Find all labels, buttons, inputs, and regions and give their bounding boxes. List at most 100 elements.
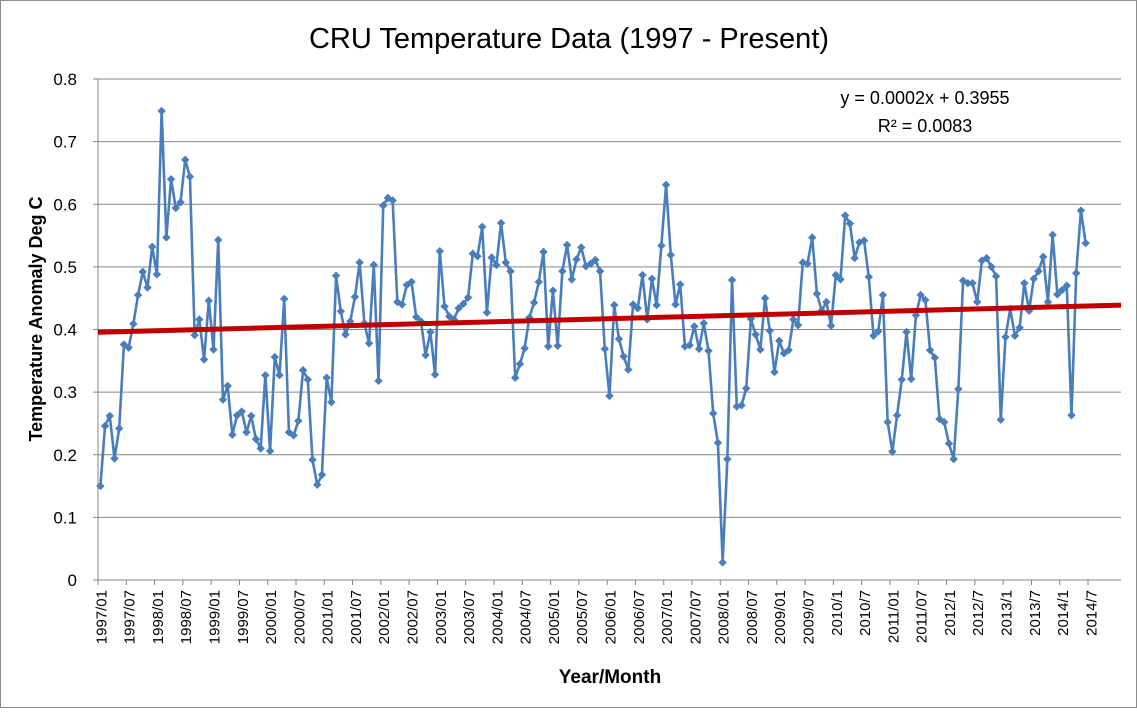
- x-tick-label: 2005/01: [546, 590, 563, 644]
- data-point-marker: [897, 375, 906, 384]
- x-tick-label: 2012/1: [942, 590, 959, 636]
- data-point-marker: [1072, 268, 1081, 278]
- x-tick-label: 2004/01: [489, 590, 506, 644]
- data-point-marker: [275, 371, 284, 380]
- data-point-marker: [355, 258, 364, 267]
- data-point-marker: [831, 270, 840, 280]
- data-point-marker: [162, 233, 171, 242]
- data-point-marker: [864, 272, 873, 282]
- data-point-marker: [572, 255, 581, 264]
- data-point-marker: [940, 417, 949, 427]
- data-point-marker: [1001, 332, 1010, 342]
- data-point-marker: [883, 417, 892, 427]
- data-point-marker: [605, 391, 614, 401]
- data-point-marker: [727, 275, 737, 285]
- data-point-marker: [1067, 411, 1076, 420]
- data-point-marker: [336, 307, 345, 316]
- data-point-marker: [496, 218, 506, 228]
- x-tick-label: 2004/07: [518, 590, 535, 644]
- data-point-marker: [96, 481, 105, 491]
- y-tick-label: 0.5: [53, 258, 77, 277]
- x-tick-label: 1999/01: [207, 590, 224, 644]
- data-point-marker: [1034, 267, 1043, 276]
- x-tick-label: 2003/07: [461, 590, 478, 644]
- data-point-marker: [567, 275, 576, 284]
- x-tick-label: 2011/07: [914, 590, 931, 643]
- data-point-marker: [633, 304, 642, 313]
- grid-lines: [98, 78, 1121, 518]
- data-point-marker: [1048, 230, 1057, 240]
- data-point-marker: [364, 339, 374, 348]
- y-tick-label: 0.1: [53, 508, 77, 527]
- data-point-marker: [214, 235, 223, 245]
- data-point-marker: [1020, 278, 1029, 288]
- data-point-marker: [463, 293, 473, 302]
- x-tick-label: 1997/07: [122, 590, 139, 644]
- data-point-marker: [657, 241, 666, 250]
- data-point-marker: [694, 344, 704, 354]
- data-point-marker: [845, 219, 855, 228]
- data-point-marker: [1043, 297, 1053, 307]
- data-point-marker: [303, 375, 312, 384]
- x-tick-label: 2011/01: [885, 590, 902, 643]
- data-point-marker: [133, 290, 143, 300]
- data-point-marker: [539, 247, 548, 257]
- data-point-marker: [232, 411, 242, 420]
- data-point-marker: [487, 253, 496, 262]
- y-tick-label: 0.6: [53, 195, 77, 214]
- x-tick-label: 2014/1: [1055, 590, 1072, 636]
- data-point-marker: [482, 308, 492, 317]
- x-tick-label: 2002/01: [376, 590, 393, 644]
- data-point-marker: [544, 342, 553, 351]
- data-point-marker: [968, 278, 977, 288]
- data-point-marker: [407, 277, 416, 287]
- data-point-marker: [115, 424, 124, 433]
- data-point-marker: [723, 454, 732, 464]
- data-point-marker: [1029, 274, 1038, 283]
- data-point-marker: [256, 444, 265, 453]
- data-point-marker: [742, 384, 751, 393]
- data-point-marker: [242, 428, 251, 437]
- data-point-marker: [836, 275, 845, 284]
- data-point-marker: [789, 315, 798, 324]
- data-point-marker: [1076, 206, 1086, 215]
- data-point-marker: [129, 319, 138, 329]
- data-point-marker: [808, 233, 817, 242]
- y-tick-label: 0.4: [53, 321, 77, 340]
- x-tick-label: 1998/01: [150, 590, 167, 644]
- x-tick-label: 2008/07: [744, 590, 761, 644]
- data-point-marker: [902, 327, 911, 337]
- data-point-marker: [713, 438, 723, 448]
- data-point-marker: [548, 286, 558, 295]
- data-point-marker: [261, 371, 270, 380]
- x-tick-label: 2009/07: [801, 590, 818, 644]
- data-point-marker: [511, 373, 520, 382]
- y-tick-label: 0.8: [53, 70, 77, 89]
- data-point-marker: [251, 434, 261, 444]
- data-point-marker: [350, 292, 360, 302]
- data-point-marker: [765, 326, 774, 335]
- data-point-marker: [520, 344, 529, 353]
- data-point-marker: [223, 381, 232, 391]
- data-point-marker: [237, 407, 246, 416]
- data-point-marker: [954, 384, 963, 394]
- data-point-marker: [529, 298, 539, 307]
- data-point-marker: [760, 293, 770, 303]
- data-point-marker: [171, 203, 180, 213]
- data-point-marker: [690, 322, 699, 331]
- data-point-marker: [916, 290, 925, 300]
- x-tick-label: 2005/07: [574, 590, 591, 644]
- data-point-marker: [699, 319, 708, 328]
- data-point-marker: [798, 258, 807, 267]
- data-point-marker: [313, 480, 322, 490]
- x-axis-label: Year/Month: [559, 667, 661, 688]
- data-point-marker: [996, 415, 1005, 424]
- trendline: [97, 302, 1122, 335]
- data-point-marker: [855, 238, 864, 247]
- data-point-marker: [619, 352, 628, 361]
- data-point-marker: [181, 155, 190, 164]
- data-point-marker: [412, 312, 421, 322]
- data-point-marker: [501, 258, 510, 267]
- y-axis-ticks: 0 0.1 0.2 0.3 0.4 0.5 0.6 0.7 0.8: [53, 70, 98, 590]
- data-point-marker: [473, 252, 482, 261]
